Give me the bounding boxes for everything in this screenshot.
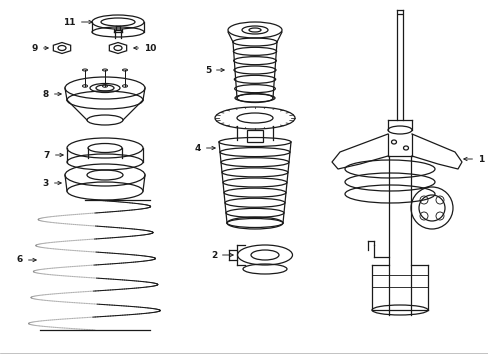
Text: 9: 9 — [32, 44, 48, 53]
Text: 5: 5 — [204, 66, 224, 75]
Text: 8: 8 — [42, 90, 61, 99]
Text: 1: 1 — [463, 154, 483, 163]
Text: 4: 4 — [194, 144, 215, 153]
Text: 2: 2 — [210, 251, 233, 260]
Text: 10: 10 — [134, 44, 156, 53]
Text: 7: 7 — [43, 150, 63, 159]
Text: 3: 3 — [42, 179, 61, 188]
Text: 6: 6 — [17, 256, 36, 265]
Text: 11: 11 — [63, 18, 92, 27]
